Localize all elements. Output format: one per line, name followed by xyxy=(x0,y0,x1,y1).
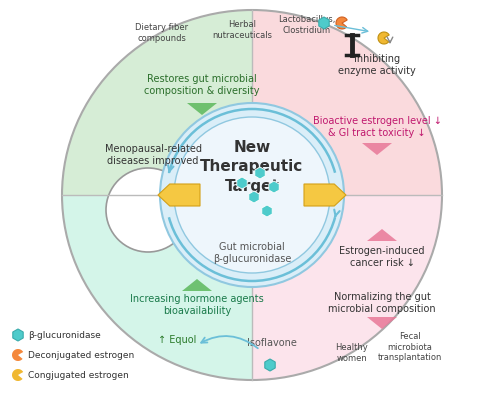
Polygon shape xyxy=(158,184,200,206)
Text: Deconjugated estrogen: Deconjugated estrogen xyxy=(28,351,134,359)
Text: Congjugated estrogen: Congjugated estrogen xyxy=(28,370,129,380)
Wedge shape xyxy=(378,32,389,44)
Text: Gut microbial
β-glucuronidase: Gut microbial β-glucuronidase xyxy=(213,242,291,264)
Text: New
Therapeutic
Target: New Therapeutic Target xyxy=(200,140,304,194)
Text: Fecal
microbiota
transplantation: Fecal microbiota transplantation xyxy=(378,332,442,362)
Polygon shape xyxy=(362,143,392,155)
Text: Herbal
nutraceuticals: Herbal nutraceuticals xyxy=(212,20,272,40)
Text: Menopausal-related
diseases improved: Menopausal-related diseases improved xyxy=(104,144,202,166)
Polygon shape xyxy=(269,181,279,193)
Ellipse shape xyxy=(62,10,442,380)
Polygon shape xyxy=(255,167,265,179)
Wedge shape xyxy=(336,17,347,29)
Polygon shape xyxy=(252,10,442,195)
Polygon shape xyxy=(62,195,252,380)
Wedge shape xyxy=(12,349,23,361)
Text: β-glucuronidase: β-glucuronidase xyxy=(28,330,101,339)
Polygon shape xyxy=(187,103,217,115)
Text: Isoflavone: Isoflavone xyxy=(247,338,297,348)
Text: ↑ Equol: ↑ Equol xyxy=(158,335,196,345)
Text: Inhibiting
enzyme activity: Inhibiting enzyme activity xyxy=(338,54,416,76)
Polygon shape xyxy=(319,17,329,29)
Polygon shape xyxy=(265,359,275,371)
Polygon shape xyxy=(367,317,397,329)
Polygon shape xyxy=(249,191,259,203)
Polygon shape xyxy=(252,195,442,380)
Text: Lactobacillus,
Clostridium: Lactobacillus, Clostridium xyxy=(278,15,336,35)
Polygon shape xyxy=(62,10,252,195)
Wedge shape xyxy=(12,369,23,381)
Text: Normalizing the gut
microbial composition: Normalizing the gut microbial compositio… xyxy=(328,292,436,314)
Polygon shape xyxy=(262,205,272,217)
Text: Bioactive estrogen level ↓
& GI tract toxicity ↓: Bioactive estrogen level ↓ & GI tract to… xyxy=(312,116,442,138)
Circle shape xyxy=(106,168,190,252)
Circle shape xyxy=(174,117,330,273)
Text: Restores gut microbial
composition & diversity: Restores gut microbial composition & div… xyxy=(144,74,260,96)
Polygon shape xyxy=(304,184,346,206)
Text: Estrogen-induced
cancer risk ↓: Estrogen-induced cancer risk ↓ xyxy=(339,246,425,268)
Polygon shape xyxy=(237,177,247,189)
Text: Increasing hormone agents
bioavailability: Increasing hormone agents bioavailabilit… xyxy=(130,294,264,316)
Polygon shape xyxy=(367,229,397,241)
Polygon shape xyxy=(13,329,23,341)
Text: Healthy
women: Healthy women xyxy=(336,343,368,363)
Text: Dietary fiber
compounds: Dietary fiber compounds xyxy=(136,23,188,43)
Circle shape xyxy=(160,103,344,287)
Polygon shape xyxy=(182,279,212,291)
